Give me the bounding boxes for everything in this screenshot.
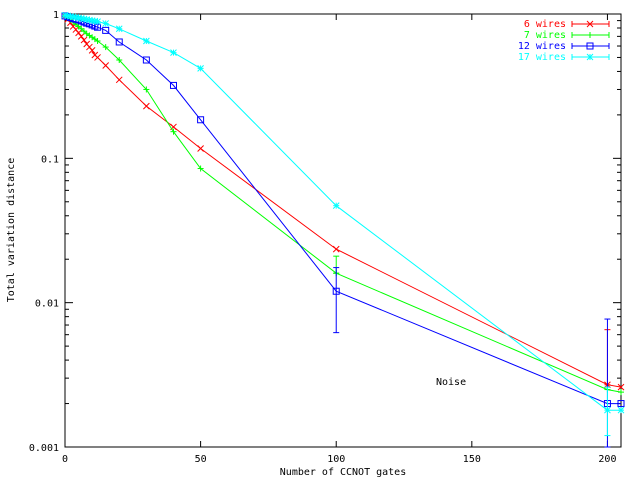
legend-entry: 7 wires: [524, 30, 610, 41]
marker-stroke: [80, 36, 88, 44]
data-point: [77, 33, 85, 40]
data-point: [332, 245, 340, 253]
legend-label: 12 wires: [518, 41, 566, 52]
legend-marker: [586, 53, 594, 61]
data-point: [80, 28, 87, 35]
data-point: [618, 389, 624, 396]
series-line: [64, 15, 622, 388]
legend-label: 6 wires: [524, 19, 566, 30]
marker-stroke: [77, 33, 85, 40]
data-point: [94, 18, 101, 25]
legend-marker: [587, 32, 593, 38]
data-point: [102, 20, 110, 27]
data-point: [102, 62, 110, 69]
series-line: [64, 15, 622, 393]
legend-marker: [586, 42, 594, 50]
marker-stroke: [617, 383, 625, 391]
data-point: [143, 86, 150, 93]
data-point: [94, 38, 101, 45]
data-point: [142, 56, 150, 64]
data-point: [197, 165, 204, 172]
y-tick-label: 0.01: [35, 299, 59, 310]
data-point: [170, 128, 177, 135]
data-point: [197, 116, 205, 124]
series-4: [61, 11, 625, 437]
series-line: [64, 15, 621, 405]
data-point: [75, 29, 82, 37]
series-line: [64, 14, 621, 411]
data-point: [80, 36, 88, 44]
marker-stroke: [115, 76, 123, 84]
legend-label: 7 wires: [524, 30, 566, 41]
marker-stroke: [75, 29, 82, 37]
tick-group: 0 50 100 150 200 0.001 0.01 0.1 1: [29, 10, 621, 465]
data-point: [102, 26, 110, 34]
data-point: [86, 16, 93, 24]
data-point: [169, 81, 177, 89]
data-point: [94, 54, 101, 61]
marker-stroke: [197, 145, 204, 152]
data-point: [170, 49, 177, 56]
marker-stroke: [586, 20, 594, 28]
data-point: [102, 44, 109, 51]
series-1: [61, 12, 625, 391]
legend-marker: [586, 20, 594, 28]
marker-stroke: [143, 102, 150, 110]
data-point: [143, 102, 150, 110]
data-point: [332, 202, 340, 210]
x-tick-label: 200: [598, 454, 616, 465]
y-tick-label: 0.001: [29, 443, 59, 454]
y-tick-label: 0.1: [41, 154, 59, 165]
data-point: [115, 76, 123, 84]
data-point: [116, 57, 123, 64]
legend-entry: 17 wires: [518, 52, 610, 63]
x-tick-label: 100: [327, 454, 345, 465]
x-tick-label: 50: [195, 454, 207, 465]
marker-stroke: [72, 26, 80, 33]
data-point: [617, 383, 625, 391]
legend-entry: 12 wires: [518, 41, 610, 52]
x-axis-label: Number of CCNOT gates: [280, 467, 406, 478]
data-point: [115, 38, 123, 46]
data-point: [197, 145, 204, 152]
data-point: [88, 46, 96, 54]
data-point: [617, 406, 625, 414]
y-axis-label: Total variation distance: [6, 158, 17, 303]
data-point: [617, 400, 625, 408]
marker-stroke: [88, 46, 96, 54]
x-tick-label: 150: [463, 454, 481, 465]
x-tick-label: 0: [62, 454, 68, 465]
data-point: [197, 65, 204, 72]
legend-entry: 6 wires: [524, 19, 610, 30]
data-point: [115, 25, 123, 33]
annotation-noise: Noise: [436, 377, 466, 388]
marker-stroke: [102, 62, 110, 69]
series-layer: [61, 11, 625, 448]
marker-stroke: [332, 245, 340, 253]
plot-frame: [64, 13, 622, 448]
series-3: [61, 12, 625, 448]
legend-label: 17 wires: [518, 52, 566, 63]
data-point: [143, 37, 150, 45]
marker-stroke: [94, 54, 101, 61]
series-2: [62, 12, 624, 396]
y-tick-label: 1: [53, 10, 59, 21]
